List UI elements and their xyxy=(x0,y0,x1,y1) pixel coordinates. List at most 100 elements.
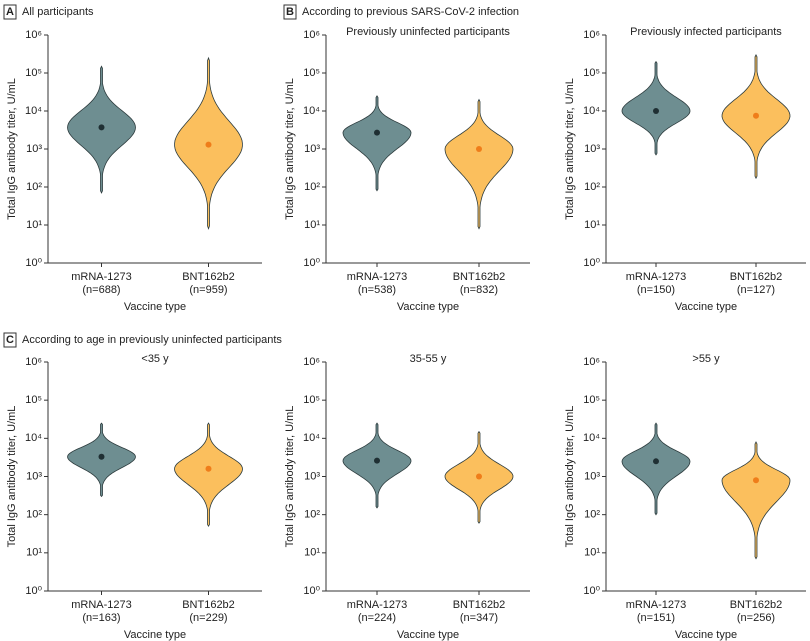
x-tick-n-label: (n=151) xyxy=(637,612,675,624)
y-tick-label: 10¹ xyxy=(584,547,600,559)
y-tick-label: 10¹ xyxy=(26,219,42,231)
violin xyxy=(174,422,243,528)
x-tick-n-label: (n=224) xyxy=(358,612,396,624)
panel-subtitle: >55 y xyxy=(692,353,720,365)
panel-subtitle: <35 y xyxy=(141,353,169,365)
y-tick-label: 10² xyxy=(584,181,600,193)
violin xyxy=(721,441,791,560)
panel-subtitle: 35-55 y xyxy=(410,353,447,365)
y-tick-label: 10² xyxy=(584,509,600,521)
panel-letter-box xyxy=(3,4,17,20)
x-tick-n-label: (n=959) xyxy=(189,284,227,296)
y-tick-label: 10⁶ xyxy=(25,29,42,41)
violin xyxy=(342,95,412,192)
x-tick-label: mRNA-1273 xyxy=(626,599,687,611)
x-tick-n-label: (n=832) xyxy=(460,284,498,296)
y-tick-label: 10⁶ xyxy=(583,29,600,41)
y-tick-label: 10¹ xyxy=(26,547,42,559)
y-tick-label: 10⁰ xyxy=(25,257,42,269)
y-axis-label: Total IgG antibody titer, U/mL xyxy=(564,78,576,220)
y-tick-label: 10³ xyxy=(304,143,320,155)
violin xyxy=(621,422,691,516)
median-dot xyxy=(476,473,482,480)
y-tick-label: 10⁴ xyxy=(583,432,600,444)
median-dot xyxy=(98,124,105,131)
y-axis-label: Total IgG antibody titer, U/mL xyxy=(6,78,18,220)
panel-subtitle: Previously infected participants xyxy=(630,26,782,38)
y-tick-label: 10² xyxy=(304,181,320,193)
y-axis-label: Total IgG antibody titer, U/mL xyxy=(6,406,18,548)
x-tick-label: BNT162b2 xyxy=(453,271,506,283)
y-tick-label: 10⁴ xyxy=(25,432,42,444)
panel-title: According to age in previously uninfecte… xyxy=(22,334,282,346)
x-tick-n-label: (n=256) xyxy=(737,612,775,624)
x-axis-label: Vaccine type xyxy=(124,301,186,313)
median-dot xyxy=(374,129,380,136)
median-dot xyxy=(653,458,659,465)
panel-subtitle: Previously uninfected participants xyxy=(346,26,510,38)
y-axis-label: Total IgG antibody titer, U/mL xyxy=(284,78,296,220)
x-tick-label: BNT162b2 xyxy=(453,599,506,611)
y-axis-label: Total IgG antibody titer, U/mL xyxy=(564,406,576,548)
y-tick-label: 10⁶ xyxy=(583,356,600,368)
median-dot xyxy=(205,465,212,472)
y-tick-label: 10⁵ xyxy=(303,67,320,79)
x-tick-n-label: (n=163) xyxy=(82,612,120,624)
x-axis-label: Vaccine type xyxy=(675,301,737,313)
y-tick-label: 10² xyxy=(26,181,42,193)
x-axis-label: Vaccine type xyxy=(397,301,459,313)
panel-title: According to previous SARS-CoV-2 infecti… xyxy=(302,6,519,18)
x-axis-label: Vaccine type xyxy=(675,629,737,641)
x-tick-label: BNT162b2 xyxy=(730,271,783,283)
y-tick-label: 10¹ xyxy=(304,219,320,231)
y-tick-label: 10⁵ xyxy=(303,394,320,406)
y-axis-label: Total IgG antibody titer, U/mL xyxy=(284,406,296,548)
y-tick-label: 10¹ xyxy=(584,219,600,231)
x-tick-label: BNT162b2 xyxy=(182,599,235,611)
y-tick-label: 10⁴ xyxy=(25,105,42,117)
median-dot xyxy=(205,141,212,148)
x-tick-n-label: (n=150) xyxy=(637,284,675,296)
x-axis-label: Vaccine type xyxy=(397,629,459,641)
y-tick-label: 10⁴ xyxy=(303,432,320,444)
x-tick-label: BNT162b2 xyxy=(730,599,783,611)
x-tick-n-label: (n=688) xyxy=(82,284,120,296)
median-dot xyxy=(374,457,380,464)
y-tick-label: 10⁶ xyxy=(303,356,320,368)
panel-letter: B xyxy=(286,6,294,18)
median-dot xyxy=(753,112,759,119)
x-tick-label: mRNA-1273 xyxy=(71,271,132,283)
x-tick-label: BNT162b2 xyxy=(182,271,235,283)
y-tick-label: 10³ xyxy=(584,470,600,482)
violin xyxy=(342,422,412,509)
y-tick-label: 10⁰ xyxy=(583,257,600,269)
x-axis-label: Vaccine type xyxy=(124,629,186,641)
median-dot xyxy=(476,146,482,152)
y-tick-label: 10⁰ xyxy=(303,257,320,269)
panel-letter-box xyxy=(283,4,297,20)
y-tick-label: 10⁰ xyxy=(303,585,320,597)
y-tick-label: 10⁵ xyxy=(583,67,600,79)
violin xyxy=(67,422,136,498)
x-tick-n-label: (n=538) xyxy=(358,284,396,296)
panel-title: All participants xyxy=(22,6,94,18)
x-tick-n-label: (n=347) xyxy=(460,612,498,624)
x-tick-n-label: (n=127) xyxy=(737,284,775,296)
violin xyxy=(444,98,514,230)
x-tick-label: mRNA-1273 xyxy=(347,599,408,611)
y-tick-label: 10⁴ xyxy=(583,105,600,117)
panel-letter-box xyxy=(3,332,17,348)
y-tick-label: 10⁶ xyxy=(303,29,320,41)
panel-letter: A xyxy=(6,6,14,18)
y-tick-label: 10² xyxy=(304,509,320,521)
y-tick-label: 10⁴ xyxy=(303,105,320,117)
median-dot xyxy=(98,453,105,460)
y-tick-label: 10³ xyxy=(26,470,42,482)
y-tick-label: 10⁶ xyxy=(25,356,42,368)
y-tick-label: 10² xyxy=(26,509,42,521)
y-tick-label: 10⁵ xyxy=(25,67,42,79)
median-dot xyxy=(753,477,759,484)
panel-letter: C xyxy=(6,334,14,346)
y-tick-label: 10¹ xyxy=(304,547,320,559)
